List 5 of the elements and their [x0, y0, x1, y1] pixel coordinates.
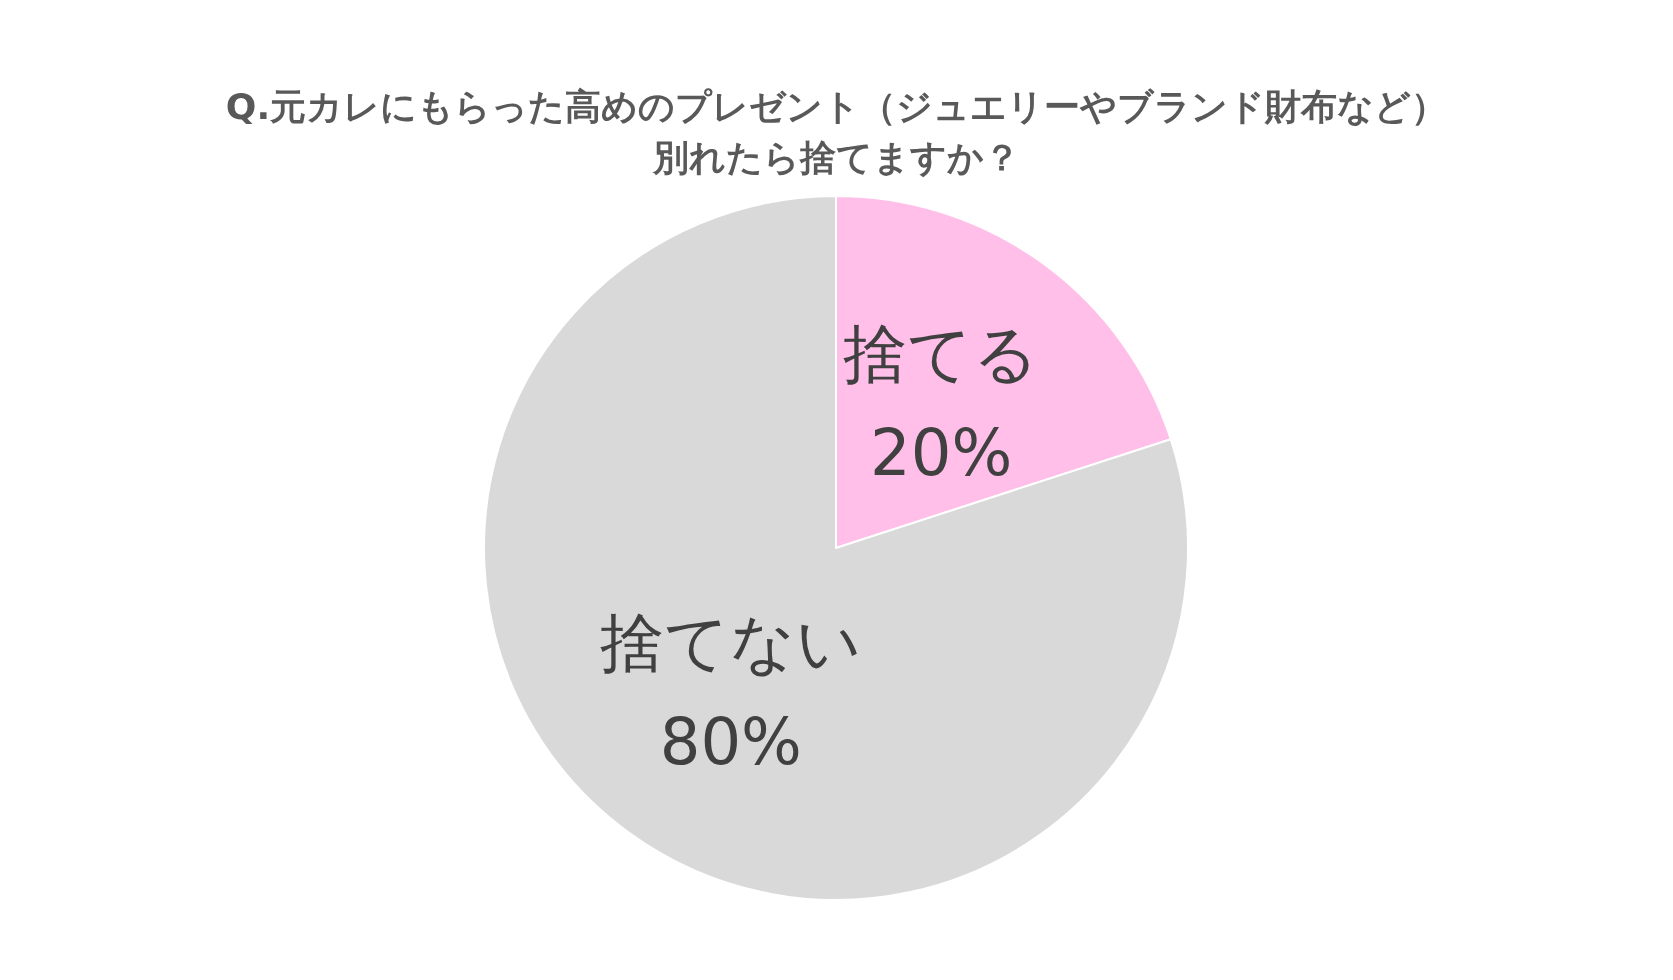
chart-title: Q.元カレにもらった高めのプレゼント（ジュエリーやブランド財布など）別れたら捨てますか？ — [225, 86, 1448, 178]
data-label: 20% — [870, 415, 1013, 490]
slice-label: 捨てない — [599, 606, 862, 681]
data-label: 80% — [659, 705, 802, 780]
slice-label: 捨てる — [843, 316, 1040, 391]
